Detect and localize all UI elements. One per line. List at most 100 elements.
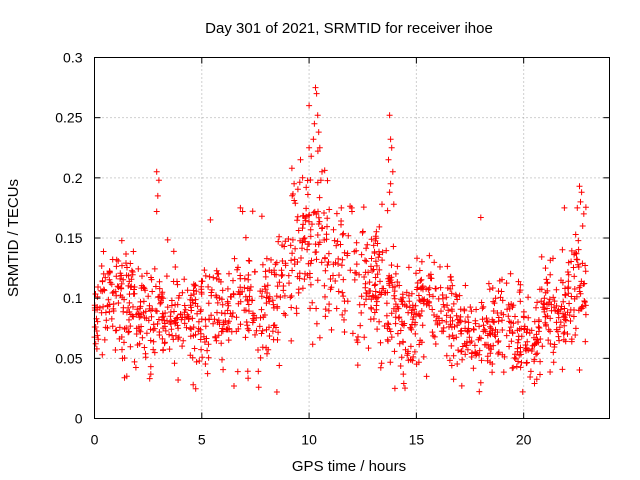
data-point (491, 300, 498, 307)
data-point (358, 251, 365, 258)
data-point (276, 362, 283, 369)
data-point (314, 277, 321, 284)
data-point (321, 282, 328, 289)
data-point (553, 302, 560, 309)
data-point (188, 292, 194, 299)
data-point (392, 320, 399, 327)
data-point (544, 287, 551, 294)
data-point (319, 168, 325, 175)
data-point (515, 278, 522, 285)
data-point (390, 201, 397, 208)
data-point (251, 268, 258, 275)
data-point (152, 307, 159, 314)
data-point (152, 283, 159, 290)
data-point (273, 271, 280, 278)
data-point (557, 306, 564, 313)
data-point (322, 267, 329, 274)
data-point (293, 305, 300, 312)
data-point (210, 274, 217, 281)
data-point (380, 285, 387, 292)
data-point (338, 221, 344, 228)
data-point (364, 241, 371, 248)
data-point (517, 344, 524, 351)
data-point (495, 339, 501, 346)
data-point (403, 289, 410, 296)
data-point (554, 328, 561, 335)
data-point (426, 298, 433, 305)
data-point (462, 282, 469, 289)
data-point (158, 299, 164, 306)
data-point (191, 345, 198, 352)
data-point (148, 313, 155, 320)
data-point (303, 205, 310, 212)
data-point (249, 208, 256, 215)
data-point (195, 328, 202, 335)
data-point (519, 388, 526, 395)
data-point (171, 360, 178, 367)
data-point (291, 197, 298, 204)
data-point (297, 156, 304, 163)
data-point (506, 343, 513, 350)
data-point (449, 332, 456, 339)
data-point (266, 333, 273, 339)
data-point (268, 256, 274, 263)
data-point (102, 274, 109, 281)
data-point (197, 336, 204, 343)
data-point (515, 333, 522, 340)
data-point (404, 352, 411, 359)
data-point (291, 256, 298, 263)
data-point (476, 347, 483, 354)
data-point (296, 179, 303, 186)
data-point (572, 325, 579, 332)
data-point (451, 323, 458, 330)
data-point (387, 136, 394, 143)
data-point (272, 261, 279, 268)
data-point (225, 337, 232, 344)
data-point (142, 350, 149, 357)
data-point (300, 235, 307, 242)
data-point (490, 308, 497, 314)
data-point (559, 246, 566, 253)
data-point (449, 308, 456, 315)
data-point (299, 212, 306, 219)
data-point (568, 247, 575, 254)
data-point (109, 323, 116, 330)
data-point (155, 177, 162, 184)
data-point (202, 316, 209, 323)
data-point (192, 282, 199, 289)
y-tick-label: 0.1 (63, 290, 83, 306)
data-point (116, 324, 123, 331)
data-point (517, 281, 524, 288)
data-point (420, 300, 427, 307)
data-point (398, 354, 405, 361)
data-point (544, 280, 551, 287)
data-point (527, 368, 534, 375)
x-tick-label: 15 (409, 432, 425, 448)
data-point (313, 249, 320, 255)
data-point (285, 236, 292, 242)
data-point (555, 333, 562, 340)
data-point (470, 326, 477, 333)
data-point (574, 256, 581, 263)
data-point (245, 375, 252, 382)
data-point (173, 315, 180, 322)
data-point (389, 284, 396, 291)
data-point (581, 299, 588, 305)
data-point (399, 338, 406, 345)
data-point (561, 305, 568, 312)
data-point (237, 272, 244, 279)
data-point (104, 325, 111, 331)
data-point (281, 243, 288, 250)
data-point (327, 276, 334, 282)
data-point (431, 333, 438, 340)
data-point (288, 293, 295, 299)
data-point (262, 273, 269, 280)
data-point (174, 322, 181, 329)
data-point (288, 257, 295, 264)
data-point (146, 375, 153, 382)
data-point (189, 315, 196, 322)
data-point (112, 347, 119, 353)
data-point (537, 358, 544, 365)
data-point (255, 347, 261, 353)
data-point (181, 276, 188, 283)
